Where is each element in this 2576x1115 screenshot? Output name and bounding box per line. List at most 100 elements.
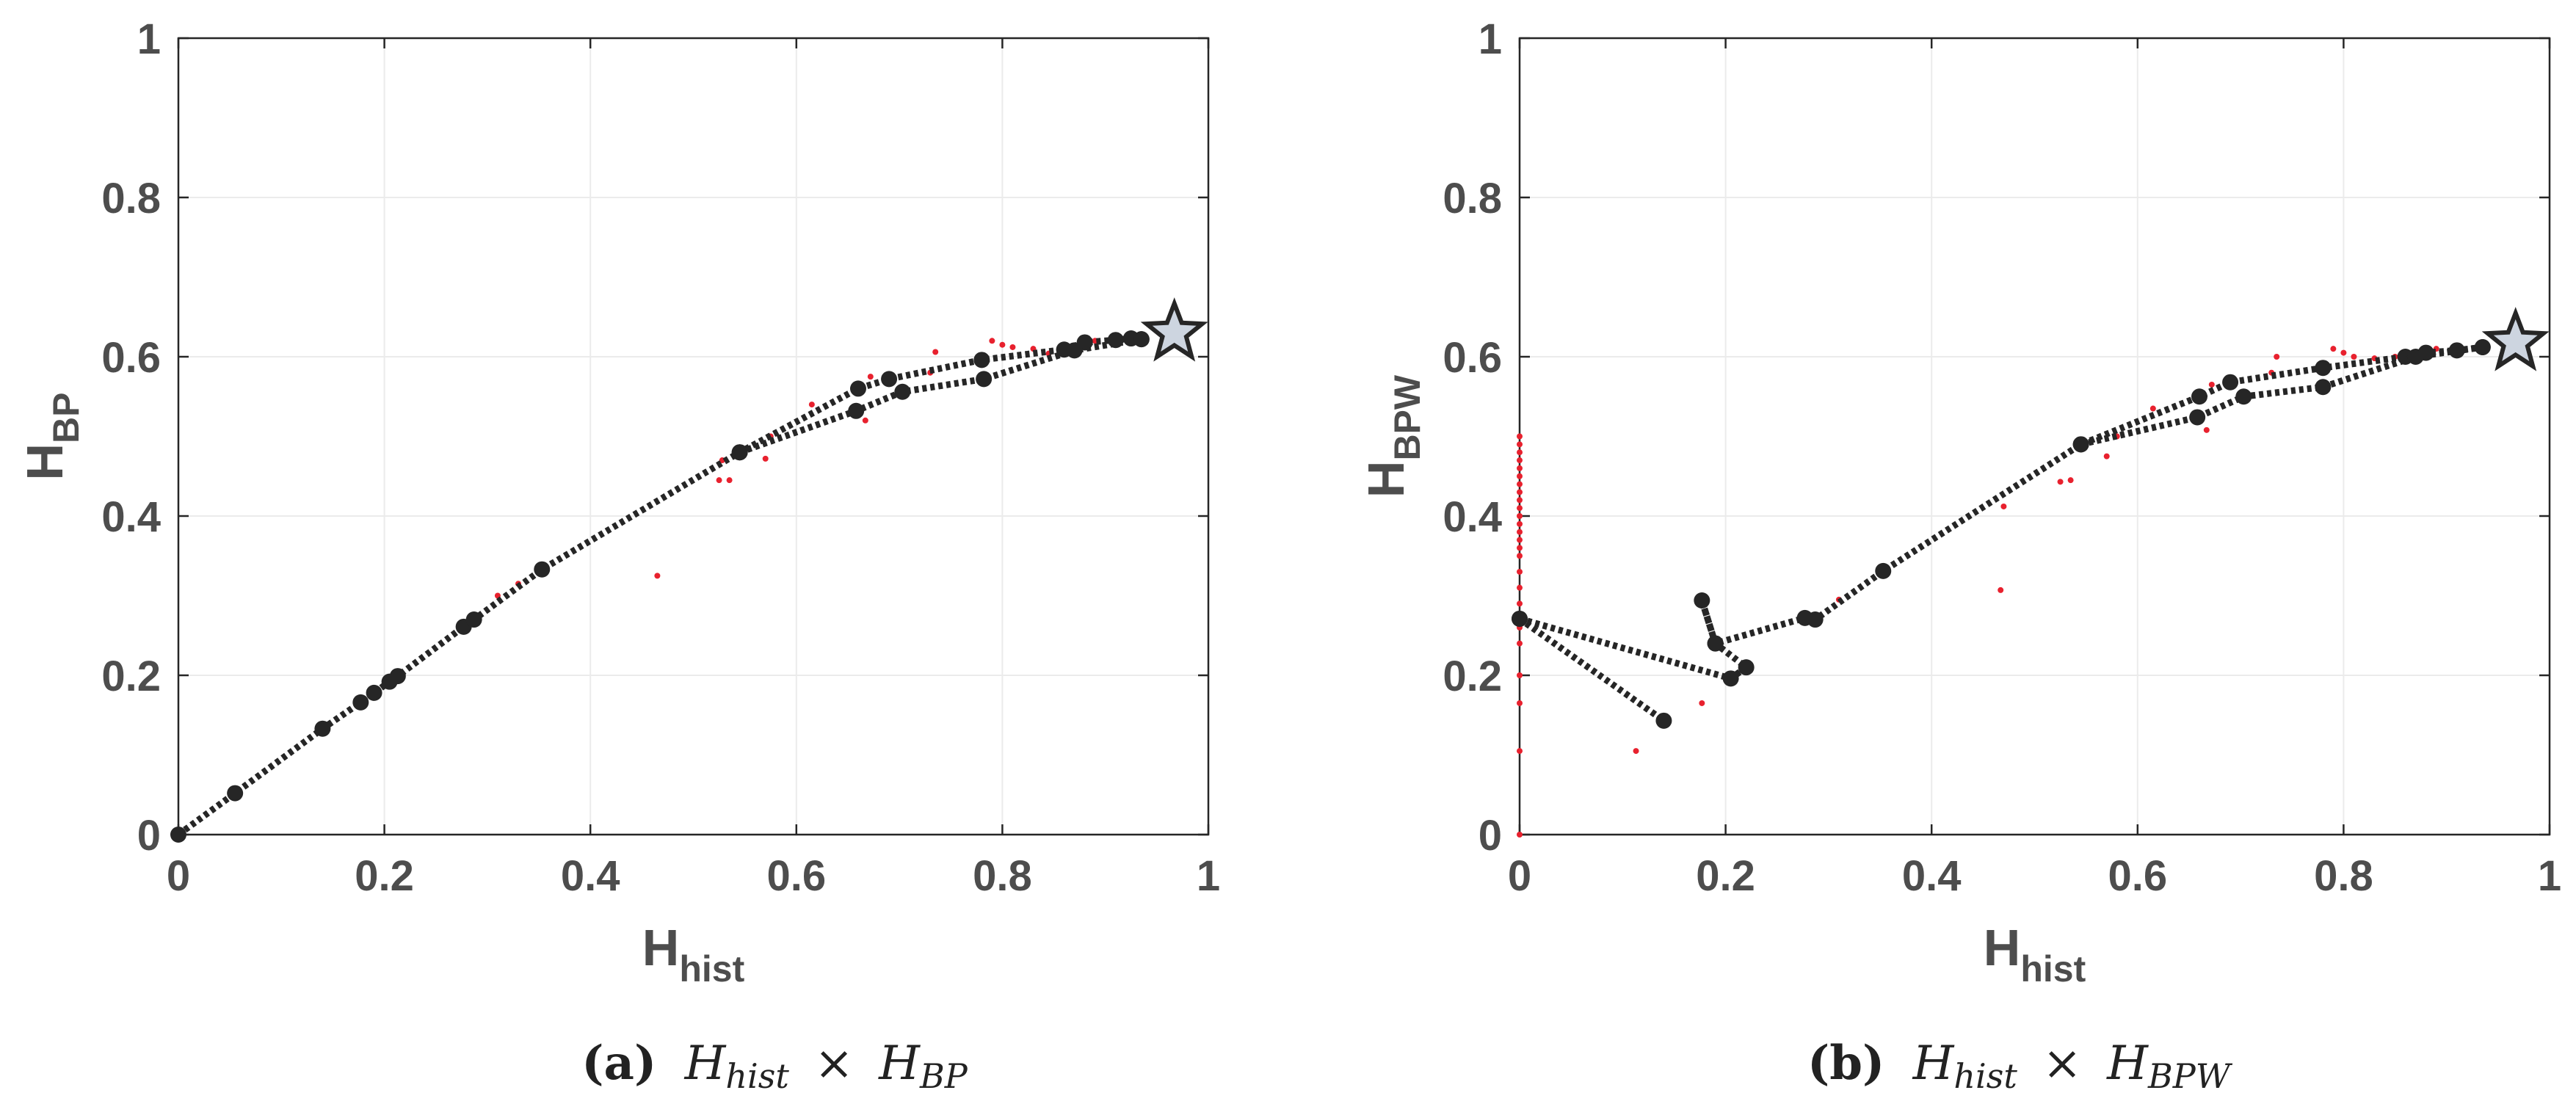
panel-a-ylabel-main: H [16, 443, 73, 481]
panel-a-ytick-label-1: 0.2 [101, 653, 161, 700]
panel-b-path-marker-8 [1875, 562, 1892, 579]
caption-a-lhs-sub: hist [725, 1056, 789, 1096]
panel-b-samples-dot-16 [1517, 497, 1523, 504]
panel-b-samples-dot-37 [2274, 354, 2280, 360]
panel-a-ytick-label-5: 1 [137, 15, 161, 63]
panel-b-path-line [1518, 344, 2484, 682]
panel-a-path-branch-marker-5 [1133, 331, 1150, 348]
panel-a-samples-dot-0 [654, 573, 661, 579]
panel-b-samples-dot-35 [2208, 381, 2215, 388]
panel-b-path-branch-2-marker-2 [2235, 388, 2252, 405]
panel-b-path-marker-4 [1694, 592, 1710, 609]
caption-b-rhs: H [2106, 1036, 2149, 1091]
panel-a-path-branch-marker-0 [731, 444, 748, 461]
panel-a-path-marker-4 [366, 684, 382, 701]
panel-a-xtick-label-2: 0.4 [561, 852, 620, 900]
panel-b-ytick-label-5: 1 [1479, 15, 1502, 63]
panel-a-ylabel-sub: BP [46, 392, 87, 443]
caption-b-op: × [2042, 1036, 2082, 1091]
panel-b-samples-dot-27 [1998, 586, 2004, 593]
panel-b-xtick-label-1: 0.2 [1696, 852, 1755, 900]
panel-b-samples-dot-24 [1517, 433, 1523, 440]
caption-b-rhs-sub: BPW [2147, 1056, 2233, 1096]
panel-a-path-line [176, 335, 1142, 838]
panel-b-path-branch-2-line [2080, 344, 2484, 448]
panel-b-final-star-icon [2481, 307, 2550, 371]
panel-a-samples-dot-8 [867, 374, 874, 380]
panel-b-xlabel-main: H [1984, 919, 2021, 976]
panel-b-samples-dot-20 [1517, 465, 1523, 471]
panel-a-path-marker-6 [389, 668, 406, 685]
panel-a-xlabel: Hhist [642, 919, 745, 989]
panel-a-samples-dot-2 [726, 477, 733, 484]
panel-a-xlabel-main: H [642, 919, 680, 976]
panel-b-samples-dot-1 [1517, 748, 1523, 755]
panel-b-samples-dot-33 [2149, 405, 2156, 412]
panel-b-ylabel-sub: BPW [1387, 374, 1428, 460]
panel-a-xtick-label-1: 0.2 [355, 852, 414, 900]
panel-a-path-marker-1 [227, 785, 244, 802]
panel-b-ylabel-main: H [1357, 461, 1415, 498]
panel-b-samples-dot-40 [2351, 354, 2357, 360]
caption-a: (a) Hhist × HBP [581, 1036, 968, 1100]
panel-b-samples-dot-25 [1633, 748, 1639, 755]
panel-b-path-marker-12 [2315, 360, 2332, 377]
panel-b-samples-dot-7 [1517, 584, 1523, 591]
panel-b-samples-dot-39 [2340, 349, 2347, 356]
panel-a-ytick-label-0: 0 [137, 812, 161, 860]
panel-b-samples-dot-23 [1517, 441, 1523, 448]
panel-b-ytick-label-2: 0.4 [1443, 493, 1502, 541]
panel-a-axes-box [177, 37, 1210, 836]
panel-b-samples-dot-3 [1517, 672, 1523, 678]
panel-a-ylabel: HBP [16, 392, 87, 480]
panel-a-samples-dot-7 [862, 417, 868, 424]
panel-b-samples-dot-26 [1699, 700, 1705, 706]
caption-b-label: (b) [1807, 1036, 1884, 1091]
panel-b-path-marker-5 [1707, 635, 1724, 652]
panel-a-ytick-label-4: 0.8 [101, 175, 161, 222]
panel-b-xtick-label-0: 0 [1508, 852, 1531, 900]
caption-a-rhs-sub: BP [919, 1056, 968, 1096]
panel-b-samples-dot-29 [2057, 479, 2064, 485]
panel-b-samples-dot-13 [1517, 520, 1523, 527]
panel-b-path-branch-2-marker-3 [2315, 379, 2332, 396]
caption-b-lhs-sub: hist [1953, 1056, 2017, 1096]
panel-b-xtick-label-4: 0.8 [2314, 852, 2373, 900]
panel-a-samples-dot-12 [999, 341, 1006, 348]
panel-a-xtick-label-5: 1 [1197, 852, 1220, 900]
panel-a-path-marker-3 [352, 694, 369, 711]
caption-a-op: × [814, 1036, 854, 1091]
panel-b-xtick-label-3: 0.6 [2108, 852, 2167, 900]
panel-a-path-marker-13 [973, 352, 990, 368]
panel-b-xlabel-sub: hist [2020, 948, 2086, 989]
panel-b-path-marker-1 [1722, 670, 1739, 687]
panel-a-path-branch-marker-4 [1066, 342, 1083, 359]
panel-b-samples-dot-4 [1517, 640, 1523, 647]
caption-b: (b) Hhist × HBPW [1807, 1036, 2233, 1100]
panel-b-samples-dot-30 [2067, 477, 2074, 484]
panel-b-samples-dot-17 [1517, 489, 1523, 495]
panel-b-samples-dot-9 [1517, 553, 1523, 559]
panel-a-xtick-label-0: 0 [167, 852, 190, 900]
panel-b-ytick-label-0: 0 [1479, 812, 1502, 860]
panel-b-ytick-label-4: 0.8 [1443, 175, 1502, 222]
panel-a-ytick-label-3: 0.6 [101, 334, 161, 382]
panel-b-ylabel: HBPW [1357, 374, 1428, 498]
panel-b-samples-dot-31 [2103, 453, 2110, 460]
panel-a-samples-dot-6 [808, 402, 815, 408]
panel-b-xtick-label-5: 1 [2538, 852, 2561, 900]
panel-b-samples-dot-19 [1517, 473, 1523, 479]
panel-b-samples-dot-12 [1517, 529, 1523, 535]
panel-b-path-branch-1-marker-1 [1655, 712, 1672, 729]
panel-b-samples-dot-10 [1517, 545, 1523, 551]
panel-b-ytick-label-1: 0.2 [1443, 653, 1502, 700]
panel-b-path-marker-2 [1738, 659, 1755, 676]
panel-a-final-star-icon [1140, 297, 1208, 362]
panel-a-path-marker-11 [849, 380, 866, 397]
panel-b-samples-dot-22 [1517, 449, 1523, 456]
caption-a-rhs: H [878, 1036, 921, 1091]
panel-b-samples-dot-21 [1517, 457, 1523, 464]
panel-b-path-branch-1-line [1517, 616, 1666, 724]
panel-a-path-branch-marker-3 [976, 371, 993, 388]
